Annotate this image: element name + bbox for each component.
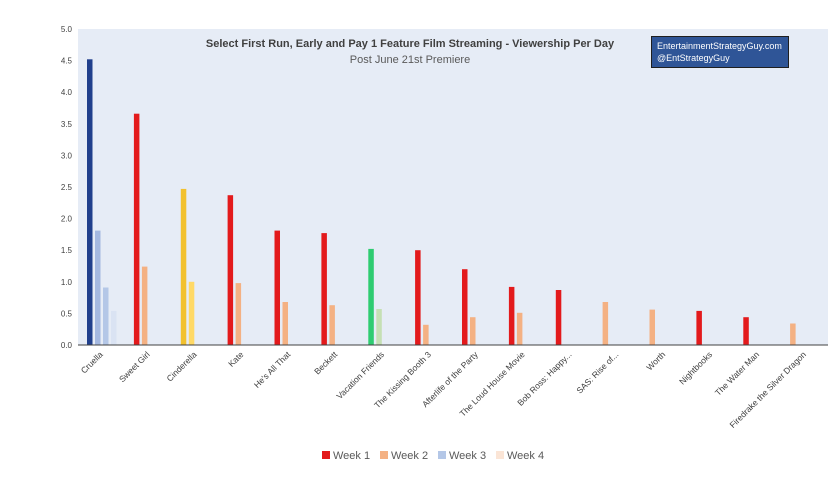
chart-title: Select First Run, Early and Pay 1 Featur…: [206, 38, 615, 50]
brand-handle: @EntStrategyGuy: [657, 52, 783, 64]
legend-swatch: [322, 451, 330, 459]
bar-cinderella-1: [181, 189, 187, 345]
x-category-label: SAS: Rise of...: [574, 349, 620, 395]
bar-worth-2: [650, 310, 656, 345]
bar-cruella-4: [103, 288, 109, 346]
bar-afterlife-of-the-party-1: [462, 269, 468, 345]
bar-nightbooks-1: [696, 311, 702, 345]
legend-label: Week 2: [391, 450, 428, 462]
bar-kate-1: [228, 195, 234, 345]
bar-sweet-girl-2: [142, 267, 148, 345]
x-category-label: He's All That: [252, 349, 293, 390]
bar-sweet-girl-1: [134, 114, 140, 345]
legend: Week 1 Week 2 Week 3 Week 4: [322, 450, 544, 462]
bar-kate-2: [236, 283, 242, 345]
bar-cruella-3: [95, 231, 101, 345]
bar-vacation-friends-2: [376, 309, 382, 345]
y-tick-label: 3.0: [61, 151, 73, 160]
y-axis: 0.0 0.5 1.0 1.5 2.0 2.5 3.0 3.5 4.0 4.5 5.0: [61, 25, 73, 350]
chart-subtitle: Post June 21st Premiere: [350, 54, 470, 66]
x-category-label: Beckett: [312, 349, 340, 377]
brand-box: EntertainmentStrategyGuy.com @EntStrateg…: [651, 36, 789, 68]
bar-the-loud-house-movie-2: [517, 313, 523, 345]
y-tick-label: 4.0: [61, 88, 73, 97]
y-tick-label: 2.0: [61, 215, 73, 224]
bar-the-kissing-booth-3-2: [423, 325, 429, 345]
bar-firedrake-the-silver-dragon-2: [790, 324, 796, 346]
x-category-label: Kate: [226, 349, 246, 369]
x-category-label: Nightbooks: [677, 349, 714, 386]
y-tick-label: 1.0: [61, 278, 73, 287]
bar-the-water-man-1: [743, 317, 749, 345]
x-category-label: Cruella: [79, 349, 105, 375]
bar-bob-ross-happy-1: [556, 290, 562, 345]
bar-vacation-friends-1: [368, 249, 374, 345]
legend-swatch: [496, 451, 504, 459]
bar-beckett-1: [321, 233, 327, 345]
legend-swatch: [438, 451, 446, 459]
y-tick-label: 5.0: [61, 25, 73, 34]
y-tick-label: 4.5: [61, 57, 73, 66]
y-tick-label: 2.5: [61, 183, 73, 192]
x-category-label: Sweet Girl: [117, 349, 152, 384]
bar-the-loud-house-movie-1: [509, 287, 515, 345]
bar-the-kissing-booth-3-1: [415, 250, 421, 345]
x-category-label: Worth: [644, 349, 667, 372]
x-category-label: The Water Man: [713, 349, 761, 397]
legend-label: Week 3: [449, 450, 486, 462]
bar-cinderella-2: [189, 282, 195, 345]
bar-cruella-1: [87, 59, 93, 345]
y-tick-label: 1.5: [61, 246, 73, 255]
y-tick-label: 3.5: [61, 120, 73, 129]
bar-afterlife-of-the-party-2: [470, 317, 476, 345]
bar-he-s-all-that-2: [283, 302, 289, 345]
bar-he-s-all-that-1: [275, 231, 281, 345]
x-axis-labels: Cruella Sweet Girl Cinderella Kate He's All …: [79, 349, 809, 430]
x-category-label: Cinderella: [164, 349, 198, 383]
legend-swatch: [380, 451, 388, 459]
bar-cruella-5: [111, 311, 117, 345]
y-tick-label: 0.0: [61, 341, 73, 350]
brand-website: EntertainmentStrategyGuy.com: [657, 40, 783, 52]
x-category-label: Firedrake the Silver Dragon: [727, 349, 808, 430]
x-category-label: Vacation Friends: [334, 349, 386, 401]
legend-label: Week 1: [333, 450, 370, 462]
legend-label: Week 4: [507, 450, 544, 462]
bar-beckett-2: [329, 305, 335, 345]
bar-sas-rise-of-2: [603, 302, 609, 345]
y-tick-label: 0.5: [61, 309, 73, 318]
